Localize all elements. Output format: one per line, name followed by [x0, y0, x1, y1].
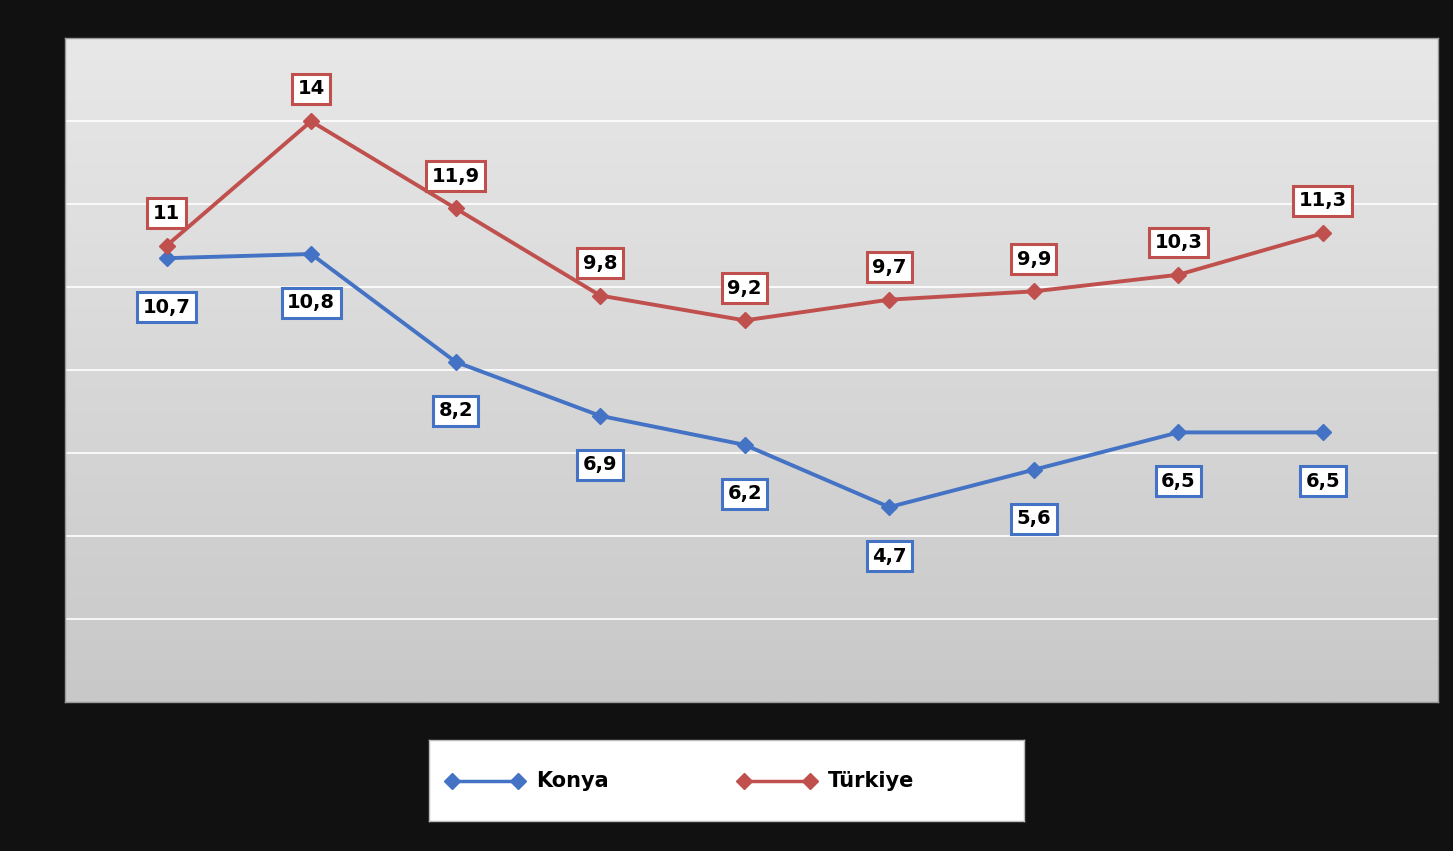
Text: 11: 11: [153, 204, 180, 223]
Text: 10,8: 10,8: [288, 294, 336, 312]
Text: 9,9: 9,9: [1017, 249, 1051, 269]
Text: 4,7: 4,7: [872, 546, 907, 566]
Text: 9,8: 9,8: [583, 254, 618, 272]
Text: 14: 14: [298, 79, 324, 99]
Text: Türkiye: Türkiye: [828, 771, 914, 791]
Text: 6,5: 6,5: [1161, 471, 1196, 491]
Text: 5,6: 5,6: [1017, 509, 1051, 528]
Text: 10,3: 10,3: [1154, 233, 1202, 252]
Text: 8,2: 8,2: [439, 402, 472, 420]
Text: 11,3: 11,3: [1299, 191, 1347, 210]
Text: Konya: Konya: [536, 771, 609, 791]
Text: 10,7: 10,7: [142, 298, 190, 317]
Text: 9,7: 9,7: [872, 258, 907, 277]
Text: 9,2: 9,2: [728, 278, 761, 298]
Text: 11,9: 11,9: [432, 167, 479, 186]
Text: 6,5: 6,5: [1306, 471, 1340, 491]
Text: 6,2: 6,2: [728, 484, 761, 503]
Text: 6,9: 6,9: [583, 455, 618, 474]
